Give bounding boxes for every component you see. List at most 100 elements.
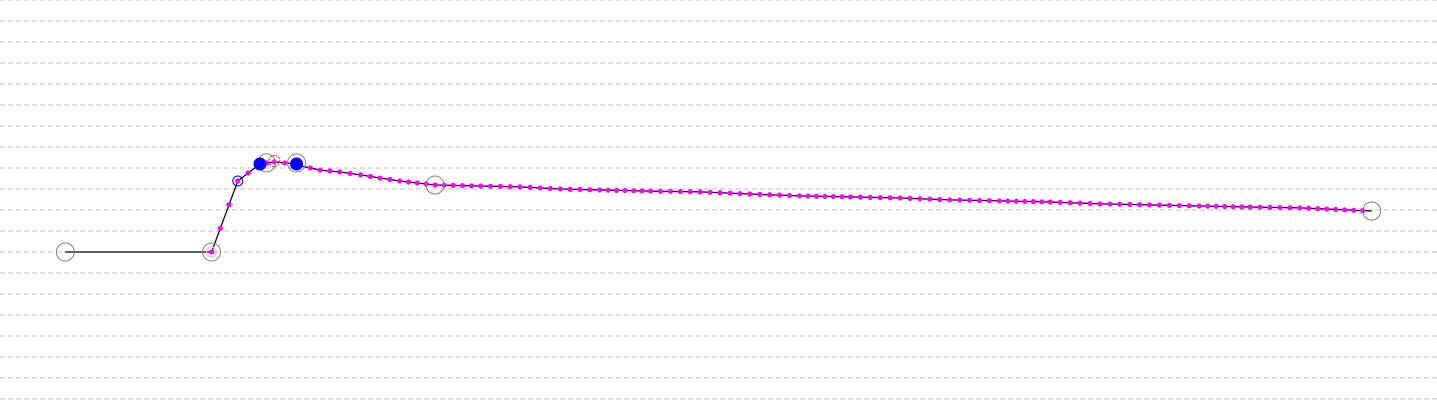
selected-point[interactable] <box>290 157 304 171</box>
sample-point <box>1047 199 1053 205</box>
keypoint-marker[interactable] <box>1362 201 1382 221</box>
sample-point <box>937 196 943 203</box>
sample-point <box>209 249 215 255</box>
sample-point <box>1022 198 1028 205</box>
sample-point <box>397 178 403 184</box>
sample-point <box>976 197 983 204</box>
keypoints-group <box>55 153 1382 262</box>
keypoint-marker[interactable] <box>202 242 222 262</box>
sample-point <box>1039 199 1045 205</box>
sample-point <box>697 189 703 195</box>
sample-point <box>468 183 475 189</box>
sample-point <box>1057 199 1063 205</box>
sample-point <box>567 186 573 192</box>
sample-point <box>497 183 503 190</box>
sample-point <box>657 188 664 194</box>
sample-point <box>1176 202 1182 209</box>
sample-point <box>226 202 232 208</box>
sample-point <box>1196 203 1202 209</box>
grid <box>0 0 1437 400</box>
sample-point <box>1186 203 1192 209</box>
sample-point <box>547 185 553 192</box>
sample-point <box>796 193 803 199</box>
sample-point <box>667 188 674 195</box>
sample-point <box>727 190 733 196</box>
sample-point <box>1239 204 1245 210</box>
sample-point <box>1324 206 1330 212</box>
sample-point <box>1267 204 1273 210</box>
start-point[interactable] <box>206 246 218 258</box>
sample-point <box>630 188 637 194</box>
sample-point <box>1127 201 1133 208</box>
sample-point <box>747 191 753 197</box>
sample-point <box>282 160 288 166</box>
sample-point <box>1222 203 1228 210</box>
sample-point <box>517 184 523 190</box>
keypoint-marker[interactable] <box>55 242 75 262</box>
series-line-group <box>65 161 1372 253</box>
sample-point <box>957 197 963 203</box>
sample-point <box>235 178 241 184</box>
sample-point <box>507 184 513 190</box>
sample-point <box>639 188 645 194</box>
sample-point <box>647 188 654 194</box>
sample-point <box>1005 198 1011 204</box>
sample-point <box>1030 199 1036 205</box>
sample-point <box>757 191 763 197</box>
sample-point <box>986 198 993 204</box>
sample-point <box>717 190 723 196</box>
sample-point <box>877 194 883 201</box>
sample-point <box>1306 205 1312 211</box>
sample-point <box>357 172 364 178</box>
sample-point <box>847 194 854 200</box>
sample-point <box>887 195 893 201</box>
sample-point <box>1077 200 1083 206</box>
sample-point <box>527 184 533 190</box>
sample-point <box>917 196 923 202</box>
sample-point <box>1097 201 1103 207</box>
sample-point <box>707 189 713 195</box>
keypoint-marker[interactable] <box>287 153 307 173</box>
sample-point <box>605 187 611 193</box>
sample-point <box>786 192 793 199</box>
sample-point <box>1315 206 1321 212</box>
sample-point <box>830 193 837 200</box>
sample-point <box>217 225 223 231</box>
active-point[interactable] <box>232 175 244 187</box>
sample-point <box>767 192 773 198</box>
sample-point <box>432 182 438 188</box>
sample-point <box>1067 200 1073 206</box>
sample-point <box>405 179 412 185</box>
sample-point <box>245 170 251 176</box>
highlight-point[interactable] <box>268 155 281 168</box>
sample-point <box>1107 201 1113 207</box>
sample-point <box>687 189 693 195</box>
sample-point <box>377 175 383 181</box>
keypoint-marker[interactable] <box>425 175 445 195</box>
sample-point <box>677 188 683 195</box>
sample-point <box>587 187 593 193</box>
sample-point <box>337 169 343 175</box>
sample-point <box>1230 204 1236 210</box>
sample-point <box>327 168 333 174</box>
sample-point <box>947 197 953 203</box>
sample-point <box>1213 203 1219 209</box>
sample-point <box>622 187 628 194</box>
sample-point <box>307 165 313 171</box>
sample-point <box>347 170 353 177</box>
sample-point <box>907 195 913 201</box>
sample-point <box>1117 201 1123 207</box>
sample-point <box>1013 198 1019 204</box>
sample-point <box>1277 204 1283 211</box>
sample-point <box>597 187 603 193</box>
sample-point <box>1156 202 1163 208</box>
sample-point <box>897 195 903 201</box>
sample-point <box>857 194 863 200</box>
sample-point <box>1205 203 1211 209</box>
sample-point <box>966 197 973 203</box>
selected-point[interactable] <box>253 157 267 171</box>
sample-point <box>414 180 420 186</box>
sample-point <box>1166 202 1173 208</box>
sample-point <box>450 182 456 188</box>
